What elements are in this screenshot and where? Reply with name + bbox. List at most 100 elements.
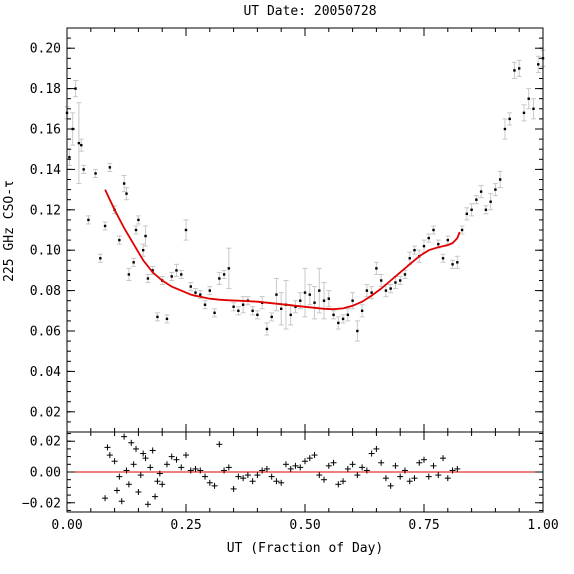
y-tick-label: 0.00 [30, 466, 61, 481]
residual-point [454, 465, 461, 472]
residual-point [325, 462, 332, 469]
data-point [137, 218, 140, 222]
residual-point [118, 498, 125, 505]
residual-point [259, 467, 266, 474]
data-point [313, 301, 316, 304]
residual-point [178, 464, 185, 471]
data-point [432, 228, 435, 232]
data-point [144, 234, 147, 238]
y-tick-label: 0.02 [30, 405, 61, 420]
residual-point [173, 456, 180, 463]
data-point [365, 289, 369, 292]
residual-point [449, 467, 456, 474]
data-point [498, 178, 502, 181]
data-point [270, 315, 273, 319]
data-point [360, 309, 364, 312]
residual-point [211, 482, 218, 489]
residual-point [202, 473, 209, 480]
data-point [213, 311, 216, 315]
data-point [74, 87, 77, 90]
top-plot-frame [66, 27, 544, 433]
data-point [399, 279, 402, 282]
x-tick-label: 0.00 [51, 518, 82, 533]
data-point [522, 111, 526, 115]
residual-point [397, 473, 404, 480]
residual-point [192, 465, 199, 472]
residual-point [135, 489, 142, 495]
residual-point [235, 473, 242, 480]
residual-point [306, 455, 313, 462]
data-point [303, 291, 307, 294]
top-errorbars [64, 49, 546, 342]
data-point [170, 275, 173, 278]
residual-point [430, 462, 437, 469]
data-point [165, 317, 169, 321]
residual-point [335, 481, 342, 488]
residual-point [440, 455, 447, 462]
data-point [134, 228, 138, 232]
data-point [141, 249, 145, 252]
residual-point [302, 458, 308, 465]
residual-point [254, 472, 261, 479]
data-point [203, 303, 207, 306]
data-point [308, 293, 311, 296]
data-point [68, 156, 71, 159]
data-point [475, 198, 478, 201]
data-point [441, 257, 445, 260]
data-point [460, 228, 464, 232]
residual-point [206, 479, 213, 486]
data-point [77, 141, 81, 145]
data-point [99, 257, 102, 260]
residual-point [292, 462, 299, 469]
residual-point [416, 459, 423, 466]
data-point [375, 267, 378, 270]
residual-point [244, 472, 251, 479]
residual-point [287, 465, 294, 472]
data-point [379, 279, 383, 282]
data-point [125, 192, 128, 195]
residual-point [106, 452, 113, 459]
data-point [446, 238, 449, 242]
data-point [327, 297, 330, 300]
residual-point [125, 481, 132, 488]
data-point [208, 289, 211, 292]
residual-point [444, 475, 451, 482]
y-tick-label: 0.12 [30, 203, 61, 218]
residual-point [368, 450, 375, 457]
x-axis-label: UT (Fraction of Day) [227, 541, 384, 556]
data-point [199, 293, 202, 296]
top-panel: 0.02 0.04 0.06 0.08 0.10 0.12 0.14 0.16 0.18 0.20 [30, 27, 546, 433]
residual-point [144, 501, 151, 508]
residual-point [128, 439, 135, 446]
residual-point [273, 478, 280, 485]
data-point [222, 273, 226, 276]
data-point [180, 273, 183, 276]
data-point [537, 63, 540, 66]
data-point [422, 244, 426, 248]
data-point [518, 67, 521, 70]
residual-point [401, 467, 408, 474]
data-point [451, 263, 454, 266]
data-point [251, 309, 254, 312]
residual-point [140, 450, 147, 457]
x-tick-label: 0.50 [289, 518, 320, 533]
x-tick-label: 1.00 [527, 518, 558, 533]
data-point [80, 143, 83, 147]
residual-point [142, 455, 149, 462]
y-tick-label: 0.14 [30, 163, 61, 178]
residual-point [340, 478, 347, 485]
data-point [118, 238, 121, 242]
data-point [265, 327, 269, 331]
residual-point [197, 467, 204, 474]
residual-point [133, 445, 140, 452]
y-tick-label: 0.20 [30, 42, 61, 57]
data-point [156, 315, 159, 319]
fit-line [104, 189, 461, 311]
data-point [413, 249, 416, 252]
residual-point [149, 447, 156, 454]
residual-point [425, 473, 432, 480]
data-point [322, 299, 326, 302]
data-point [94, 172, 97, 175]
residual-point [406, 478, 413, 485]
y-tick-label: 0.16 [30, 123, 61, 138]
